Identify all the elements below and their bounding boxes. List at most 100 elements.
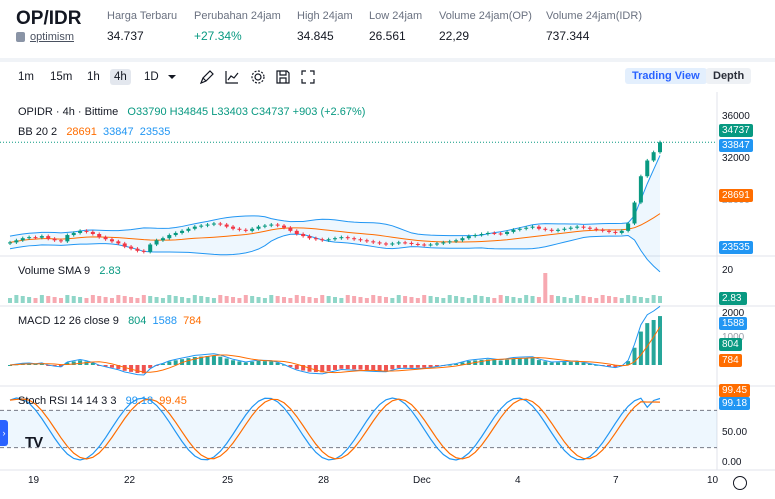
macd-tick: 1000 [722,332,744,343]
timeframe-1d[interactable]: 1D [144,71,159,83]
macd-histogram-bar [409,365,414,368]
candle-body [581,226,586,228]
volume-bar [568,298,573,303]
macd-histogram-bar [549,362,554,365]
macd-histogram-bar [218,356,223,365]
volume-bar [364,298,369,303]
candle-body [466,236,471,239]
expand-sidebar-handle[interactable]: › [0,420,8,446]
candle-body [141,250,146,252]
macd-histogram-bar [243,362,248,365]
settings-icon[interactable] [250,69,266,85]
candle-body [517,228,522,230]
timeframe-4h[interactable]: 4h [110,69,131,85]
bb-lower-value: 23535 [139,126,171,138]
candle-body [549,229,554,231]
candle-body [441,242,446,244]
candle-body [396,242,401,244]
trading-view-button[interactable]: Trading View [625,68,707,84]
stat-label: Volume 24jam(IDR) [546,10,642,22]
bb-upper-pill: 33847 [719,139,753,152]
macd-histogram-bar [626,361,631,365]
volume-bar [556,296,561,303]
candle-body [505,231,510,234]
fullscreen-icon[interactable] [300,69,316,85]
macd-histogram-bar [313,365,318,373]
volume-bar [65,295,70,303]
candle-body [154,240,159,245]
volume-bar [498,295,503,303]
macd-histogram-bar [524,358,529,365]
volume-bar [339,298,344,303]
depth-button[interactable]: Depth [706,68,752,84]
volume-bar [173,296,178,303]
stat-label: Harga Terbaru [107,10,178,22]
volume-bar [154,297,159,303]
macd-histogram-bar [403,365,408,368]
macd-histogram-bar [90,362,95,365]
volume-bar [160,298,165,303]
macd-value: 784 [183,315,202,327]
volume-bar [460,297,465,303]
candle-body [530,226,535,228]
stat-value: +27.34% [194,29,242,43]
timeframe-15m[interactable]: 15m [50,71,73,83]
volume-bar [58,298,63,303]
chart-settings-icon[interactable] [733,476,747,490]
macd-histogram-bar [250,361,255,365]
volume-bar [333,297,337,303]
macd-histogram-bar [173,360,178,365]
candle-body [638,176,643,203]
candle-body [307,236,312,239]
candle-body [600,229,605,231]
timeframe-1h[interactable]: 1h [87,71,100,83]
volume-bar [262,298,267,303]
draw-icon[interactable] [199,69,215,85]
volume-bar [14,295,19,303]
volume-bar [20,296,25,303]
macd-histogram-bar [358,365,363,370]
candle-body [613,231,618,233]
candle-body [224,224,229,227]
candle-body [619,230,624,233]
project-link-label[interactable]: optimism [30,31,75,43]
candle-body [587,227,592,229]
ohlc-legend: OPIDR · 4h · Bittime O33790 H34845 L3340… [18,106,365,118]
macd-tick: 2000 [722,308,745,319]
market-header: OP/IDR optimism Harga Terbaru 34.737 Per… [0,0,775,58]
candle-body [33,237,38,239]
chevron-down-icon[interactable] [166,71,182,87]
macd-histogram-bar [492,360,497,365]
candle-body [135,248,140,251]
timeframe-1m[interactable]: 1m [18,71,34,83]
macd-histogram-bar [339,365,344,369]
volume-bar [39,295,44,303]
macd-histogram-bar [160,363,165,365]
volume-bar [313,298,318,303]
time-tick: 28 [318,475,330,486]
candle-body [192,226,197,229]
candle-body [97,234,102,238]
save-icon[interactable] [275,69,291,85]
candle-body [511,229,516,232]
candle-body [84,230,89,232]
macd-histogram-bar [58,365,63,367]
volume-bar [638,297,643,303]
candle-body [383,243,388,245]
volume-bar [211,298,216,303]
macd-label: MACD 12 26 close 9 [18,315,119,327]
volume-bar [326,296,331,303]
indicators-icon[interactable] [224,69,240,85]
candle-body [109,239,114,242]
stoch-tick: 0.00 [722,457,742,468]
candle-body [371,241,376,243]
bb-upper-value: 33847 [103,126,134,138]
macd-histogram-bar [8,365,12,366]
chart-canvas[interactable] [0,62,775,499]
project-link[interactable]: optimism [16,31,74,43]
macd-histogram-bar [422,365,427,368]
volume-bar [46,296,51,303]
macd-histogram-bar [211,355,216,365]
volume-bar [103,297,108,303]
macd-histogram-bar [333,365,337,370]
